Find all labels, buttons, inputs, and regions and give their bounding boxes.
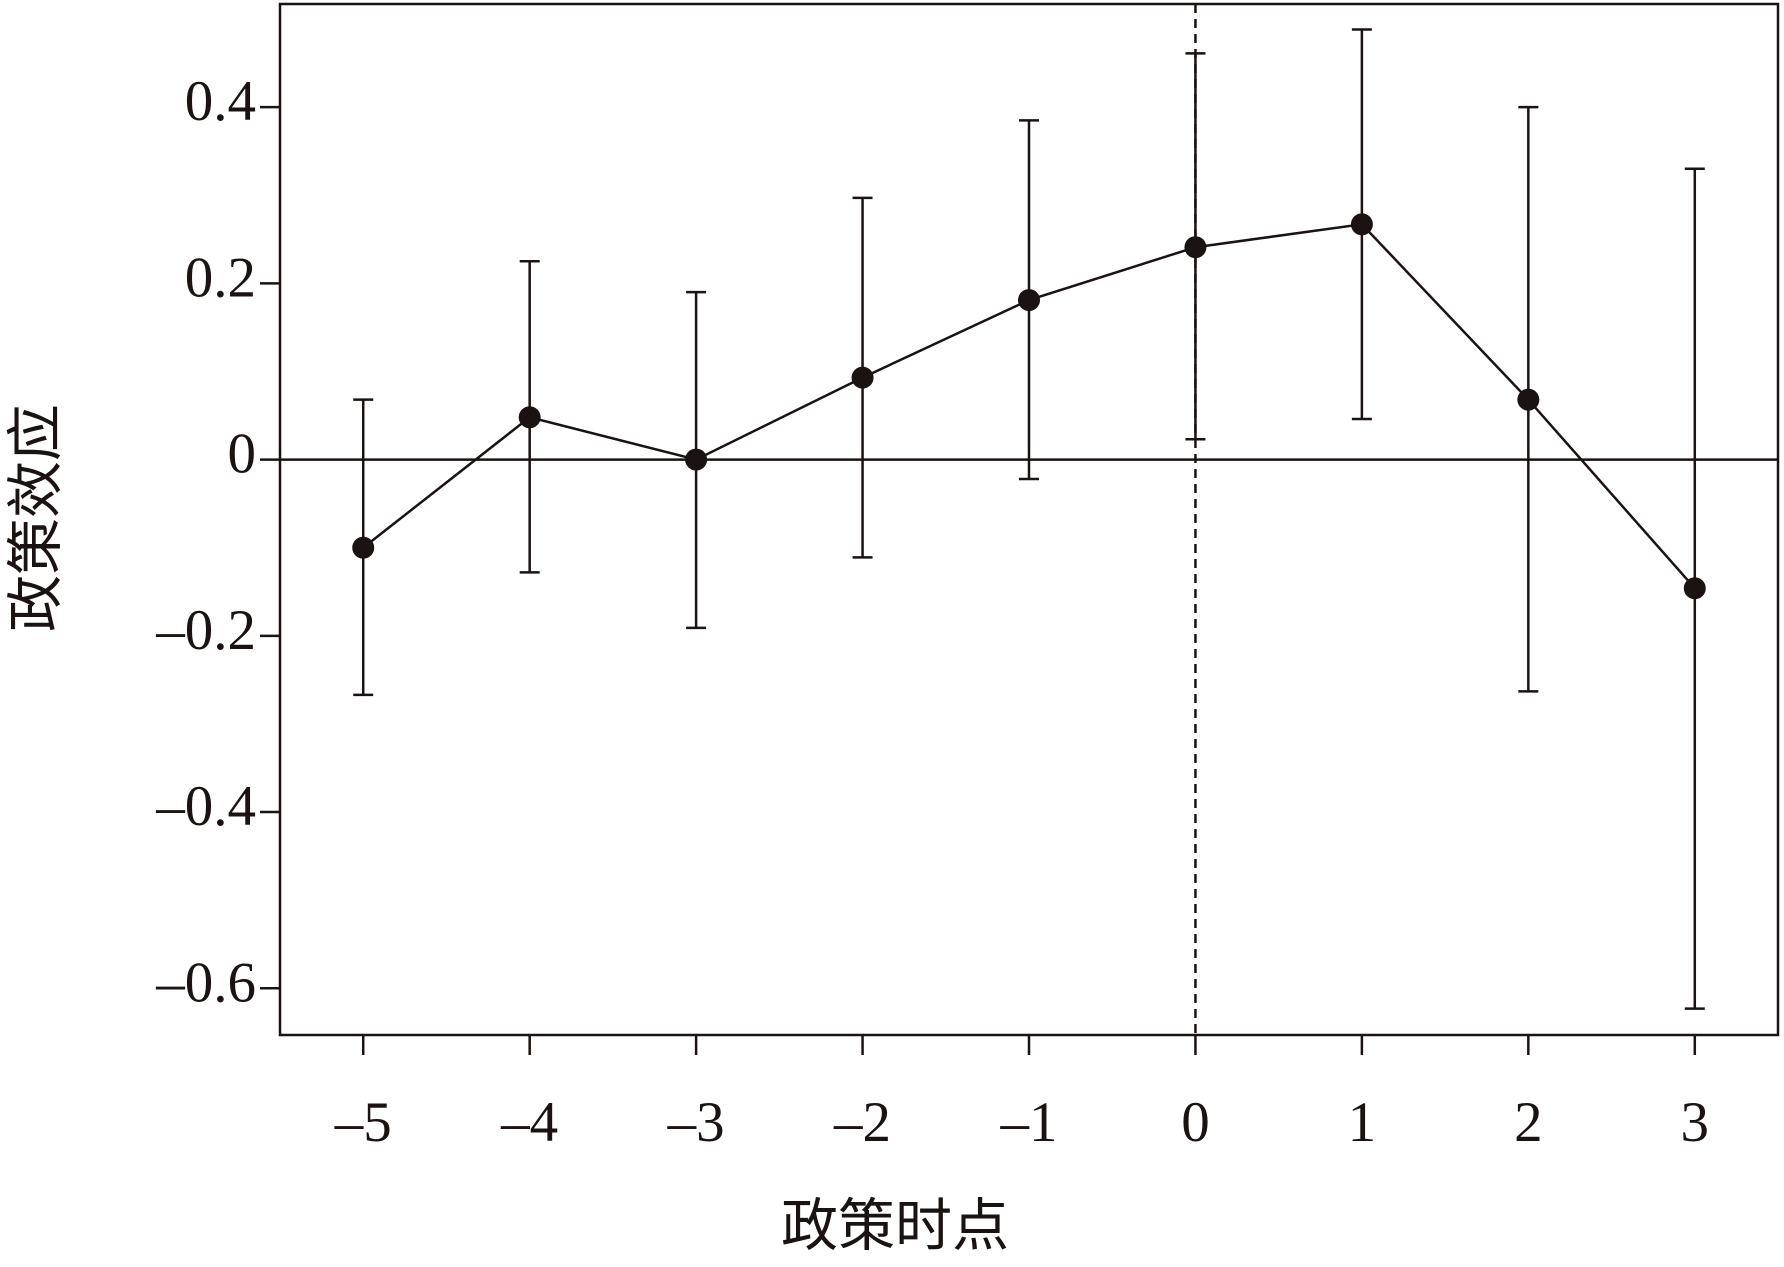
y-tick-label: –0.2 (155, 599, 256, 662)
x-tick-label: 2 (1514, 1091, 1543, 1154)
point (685, 448, 708, 471)
point (352, 536, 375, 559)
y-tick-label: –0.4 (155, 775, 256, 838)
x-tick-label: –1 (1000, 1091, 1058, 1154)
y-tick-label: –0.6 (155, 951, 256, 1014)
x-tick-label: 3 (1681, 1091, 1710, 1154)
point (1350, 213, 1373, 236)
x-tick-label: –4 (500, 1091, 558, 1154)
x-tick-label: 1 (1348, 1091, 1377, 1154)
x-axis-title: 政策时点 (781, 1195, 1009, 1258)
point (1683, 577, 1706, 600)
y-tick-label: 0.2 (185, 246, 256, 309)
x-tick-label: –2 (833, 1091, 891, 1154)
point (518, 406, 541, 429)
point (1018, 289, 1040, 312)
point (1517, 388, 1540, 411)
y-tick-label: 0.4 (185, 70, 256, 133)
y-tick-label: 0 (228, 423, 257, 486)
point (851, 366, 874, 389)
x-tick-label: –5 (334, 1091, 392, 1154)
point (1184, 236, 1207, 259)
x-tick-label: 0 (1181, 1091, 1210, 1154)
y-axis-title: 政策效应 (5, 404, 68, 632)
x-tick-label: –3 (667, 1091, 725, 1154)
